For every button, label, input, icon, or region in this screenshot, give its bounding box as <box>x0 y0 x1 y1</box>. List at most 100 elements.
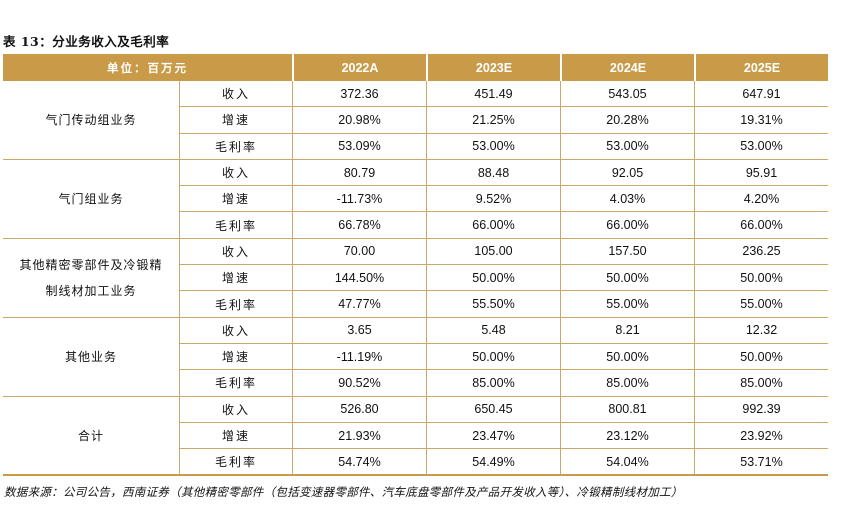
value-cell: 55.00% <box>560 291 694 318</box>
value-cell: 20.98% <box>292 107 426 134</box>
value-cell: 85.00% <box>560 370 694 397</box>
value-cell: 70.00 <box>292 238 426 266</box>
value-cell: 50.00% <box>560 343 694 371</box>
value-cell: 50.00% <box>426 343 560 371</box>
value-cell: 53.00% <box>560 133 694 160</box>
value-cell: 4.03% <box>560 186 694 213</box>
value-cell: 21.25% <box>426 107 560 134</box>
table-row: 气门传动组业务 收入 372.36 451.49 543.05 647.91 <box>3 81 828 160</box>
value-cell: 54.49% <box>426 449 560 477</box>
value-cell: 85.00% <box>694 370 828 397</box>
table-row: 毛利率 53.09% 53.00% 53.00% 53.00% <box>3 133 828 160</box>
year-header: 2022A <box>292 54 426 81</box>
value-cell: 8.21 <box>560 317 694 344</box>
metric-label: 毛利率 <box>179 212 292 239</box>
revenue-margin-table: 单位：百万元 2022A 2023E 2024E 2025E 气门传动组业务 收入… <box>3 54 828 477</box>
value-cell: 66.00% <box>426 212 560 239</box>
segment-name: 气门传动组业务 <box>3 81 179 160</box>
value-cell: 85.00% <box>426 370 560 397</box>
value-cell: 543.05 <box>560 81 694 108</box>
value-cell: 21.93% <box>292 422 426 450</box>
table-row: 其他业务 收入 3.65 5.48 8.21 12.32 <box>3 317 828 397</box>
table-row: 气门组业务 收入 80.79 88.48 92.05 95.91 <box>3 159 828 239</box>
value-cell: 12.32 <box>694 317 828 344</box>
unit-label: 单位：百万元 <box>3 54 292 81</box>
metric-label: 毛利率 <box>179 291 292 318</box>
value-cell: -11.19% <box>292 343 426 371</box>
metric-label: 收入 <box>179 396 292 423</box>
table-row: 合计 收入 526.80 650.45 800.81 992.39 <box>3 396 828 477</box>
value-cell: 451.49 <box>426 81 560 108</box>
table-row: 增速 144.50% 50.00% 50.00% 50.00% <box>3 265 828 292</box>
value-cell: 236.25 <box>694 238 828 266</box>
value-cell: 66.00% <box>560 212 694 239</box>
value-cell: 53.00% <box>694 133 828 160</box>
value-cell: 992.39 <box>694 396 828 423</box>
metric-label: 增速 <box>179 422 292 450</box>
metric-label: 毛利率 <box>179 449 292 477</box>
value-cell: 55.50% <box>426 291 560 318</box>
value-cell: 66.00% <box>694 212 828 239</box>
value-cell: 53.71% <box>694 449 828 477</box>
metric-label: 收入 <box>179 81 292 108</box>
value-cell: 157.50 <box>560 238 694 266</box>
table-row: 毛利率 90.52% 85.00% 85.00% 85.00% <box>3 370 828 397</box>
value-cell: 53.09% <box>292 133 426 160</box>
segment-name: 气门组业务 <box>3 160 179 239</box>
value-cell: 95.91 <box>694 159 828 187</box>
metric-label: 毛利率 <box>179 370 292 397</box>
metric-label: 收入 <box>179 159 292 187</box>
value-cell: -11.73% <box>292 186 426 213</box>
value-cell: 50.00% <box>560 265 694 292</box>
year-header: 2025E <box>694 54 828 81</box>
table-row: 增速 -11.73% 9.52% 4.03% 4.20% <box>3 186 828 213</box>
metric-label: 收入 <box>179 238 292 266</box>
value-cell: 54.74% <box>292 449 426 477</box>
value-cell: 3.65 <box>292 317 426 344</box>
value-cell: 23.47% <box>426 422 560 450</box>
value-cell: 50.00% <box>694 265 828 292</box>
value-cell: 650.45 <box>426 396 560 423</box>
metric-label: 增速 <box>179 343 292 371</box>
value-cell: 66.78% <box>292 212 426 239</box>
table-row: 毛利率 47.77% 55.50% 55.00% 55.00% <box>3 291 828 318</box>
table-body: 气门传动组业务 收入 372.36 451.49 543.05 647.91 增速 20.98… <box>3 81 828 477</box>
value-cell: 54.04% <box>560 449 694 477</box>
value-cell: 90.52% <box>292 370 426 397</box>
value-cell: 92.05 <box>560 159 694 187</box>
value-cell: 9.52% <box>426 186 560 213</box>
value-cell: 23.92% <box>694 422 828 450</box>
value-cell: 526.80 <box>292 396 426 423</box>
value-cell: 800.81 <box>560 396 694 423</box>
value-cell: 23.12% <box>560 422 694 450</box>
table-row: 其他精密零部件及冷锻精制线材加工业务 收入 70.00 105.00 157.50 236… <box>3 238 828 318</box>
segment-name: 其他精密零部件及冷锻精制线材加工业务 <box>3 239 179 318</box>
table-row: 毛利率 66.78% 66.00% 66.00% 66.00% <box>3 212 828 239</box>
value-cell: 5.48 <box>426 317 560 344</box>
value-cell: 20.28% <box>560 107 694 134</box>
value-cell: 372.36 <box>292 81 426 108</box>
table-row: 增速 20.98% 21.25% 20.28% 19.31% <box>3 107 828 134</box>
table-row: 毛利率 54.74% 54.49% 54.04% 53.71% <box>3 449 828 477</box>
metric-label: 增速 <box>179 265 292 292</box>
year-header: 2024E <box>560 54 694 81</box>
value-cell: 50.00% <box>694 343 828 371</box>
value-cell: 647.91 <box>694 81 828 108</box>
value-cell: 80.79 <box>292 159 426 187</box>
value-cell: 50.00% <box>426 265 560 292</box>
value-cell: 4.20% <box>694 186 828 213</box>
metric-label: 毛利率 <box>179 133 292 160</box>
metric-label: 收入 <box>179 317 292 344</box>
value-cell: 88.48 <box>426 159 560 187</box>
segment-name: 合计 <box>3 397 179 477</box>
metric-label: 增速 <box>179 107 292 134</box>
segment-name: 其他业务 <box>3 318 179 397</box>
source-note: 数据来源：公司公告，西南证券（其他精密零部件（包括变速器零部件、汽车底盘零部件及… <box>4 485 683 499</box>
metric-label: 增速 <box>179 186 292 213</box>
table-title: 表 13：分业务收入及毛利率 <box>3 34 170 49</box>
value-cell: 47.77% <box>292 291 426 318</box>
value-cell: 144.50% <box>292 265 426 292</box>
value-cell: 19.31% <box>694 107 828 134</box>
value-cell: 55.00% <box>694 291 828 318</box>
year-header: 2023E <box>426 54 560 81</box>
